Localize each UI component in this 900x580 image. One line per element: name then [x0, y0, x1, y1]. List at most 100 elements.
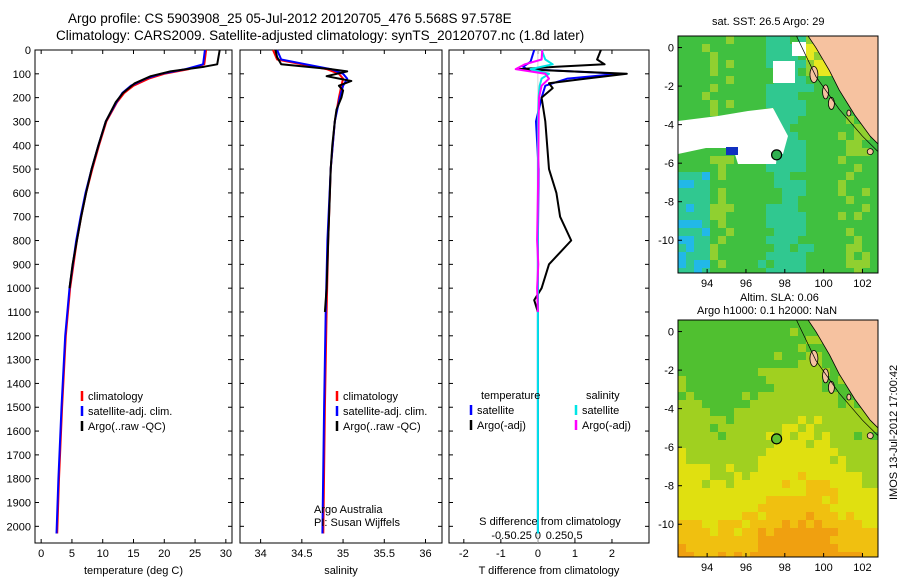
map-cell	[766, 472, 774, 480]
x-tick-label: 98	[779, 278, 791, 290]
map-cell	[742, 464, 750, 472]
map-cell	[798, 36, 806, 44]
map-cell	[686, 440, 694, 448]
map-cell	[766, 488, 774, 496]
map-cell	[862, 416, 870, 424]
map-cell	[790, 244, 798, 252]
map-cell	[774, 408, 782, 416]
map-cell	[782, 244, 790, 252]
x-axis-label: salinity	[324, 565, 358, 577]
map-cell	[838, 400, 846, 408]
map-cell	[798, 496, 806, 504]
map-cell	[830, 252, 838, 260]
y-tick-label: 1900	[7, 498, 31, 510]
map-cell	[758, 92, 766, 100]
map-cell	[678, 100, 686, 108]
map-cell	[830, 504, 838, 512]
map-cell	[862, 472, 870, 480]
map-cell	[678, 196, 686, 204]
map-cell	[814, 520, 822, 528]
map-cell	[846, 228, 854, 236]
map-cell	[870, 448, 878, 456]
map-cell	[822, 236, 830, 244]
map-cell	[678, 424, 686, 432]
map-cell	[830, 244, 838, 252]
map-cell	[686, 60, 694, 68]
map-cell	[790, 140, 798, 148]
map-cell	[686, 252, 694, 260]
map-cell	[774, 92, 782, 100]
map-cell	[838, 116, 846, 124]
map-cell	[798, 448, 806, 456]
map-cell	[734, 520, 742, 528]
map-cell	[750, 536, 758, 544]
map-cell	[742, 488, 750, 496]
map-cell	[766, 76, 774, 84]
map-cell	[694, 536, 702, 544]
land-mass	[807, 320, 878, 429]
map-cell	[686, 384, 694, 392]
map-cell	[710, 156, 718, 164]
map-cell	[734, 464, 742, 472]
legend-header: temperature	[481, 390, 540, 402]
map-cell	[782, 424, 790, 432]
map-cell	[742, 100, 750, 108]
map-cell	[846, 552, 854, 557]
map-cell	[734, 488, 742, 496]
timestamp-label: IMOS 13-Jul-2012 17:00:42	[888, 365, 900, 500]
map-cell	[846, 204, 854, 212]
map-cell	[702, 400, 710, 408]
map-cell	[782, 140, 790, 148]
map-cell	[766, 196, 774, 204]
map-cell	[798, 108, 806, 116]
map-cell	[830, 544, 838, 552]
map-cell	[734, 236, 742, 244]
map-cell	[766, 344, 774, 352]
map-cell	[726, 512, 734, 520]
map-cell	[710, 244, 718, 252]
map-cell	[790, 268, 798, 273]
map-cell	[830, 456, 838, 464]
map-cell	[838, 528, 846, 536]
map-cell	[718, 268, 726, 273]
map-cell	[718, 440, 726, 448]
map-cell	[790, 204, 798, 212]
map-cell	[798, 344, 806, 352]
map-cell	[854, 432, 862, 440]
map-cell	[838, 488, 846, 496]
map-cell	[766, 236, 774, 244]
map-cell	[814, 84, 822, 92]
map-cell	[710, 84, 718, 92]
map-cell	[806, 228, 814, 236]
map-cell	[726, 424, 734, 432]
map-cell	[846, 116, 854, 124]
map-cell	[774, 368, 782, 376]
map-cell	[798, 260, 806, 268]
x-axis-label: temperature (deg C)	[84, 565, 183, 577]
map-cell	[838, 252, 846, 260]
map-cell	[822, 260, 830, 268]
map-cell	[830, 416, 838, 424]
map-cell	[710, 212, 718, 220]
map-cell	[838, 260, 846, 268]
map-cell	[798, 172, 806, 180]
map-cell	[814, 52, 822, 60]
map-cell	[854, 196, 862, 204]
map-cell	[686, 488, 694, 496]
annotation-text: Argo Australia	[314, 504, 383, 516]
map-cell	[726, 164, 734, 172]
map-cell	[766, 440, 774, 448]
map-cell	[758, 376, 766, 384]
map-cell	[838, 228, 846, 236]
map-cell	[734, 204, 742, 212]
map-cell	[782, 448, 790, 456]
map-cell	[718, 376, 726, 384]
map-cell	[718, 180, 726, 188]
map-cell	[838, 480, 846, 488]
map-cell	[838, 244, 846, 252]
map-cell	[750, 512, 758, 520]
map-cell	[726, 464, 734, 472]
map-cell	[790, 156, 798, 164]
map-cell	[718, 220, 726, 228]
